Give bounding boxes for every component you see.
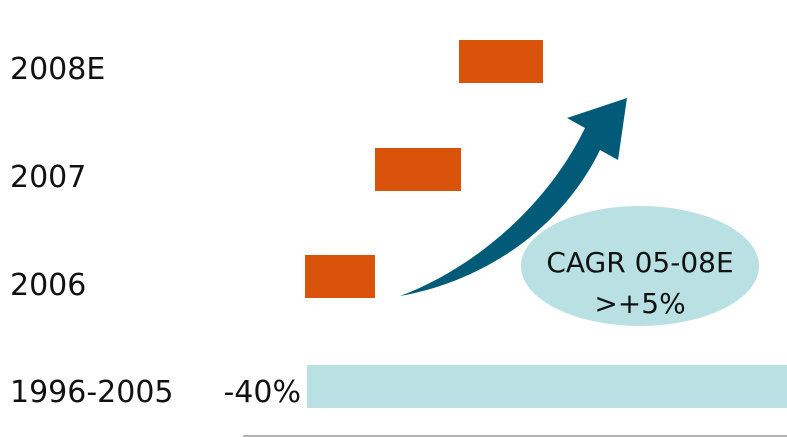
value-label: -40% [223,375,301,410]
cagr-value: >+5% [594,287,685,320]
cagr-label: CAGR 05-08E [546,246,733,279]
bar [375,148,461,191]
category-label: 2007 [10,160,86,195]
category-label: 2008E [10,52,105,87]
bar [307,365,787,408]
bar [459,40,543,83]
category-label: 2006 [10,268,86,303]
category-label: 1996-2005 [10,375,174,410]
bar [305,255,375,298]
cagr-bubble [521,206,759,326]
growth-arrow [400,98,627,296]
